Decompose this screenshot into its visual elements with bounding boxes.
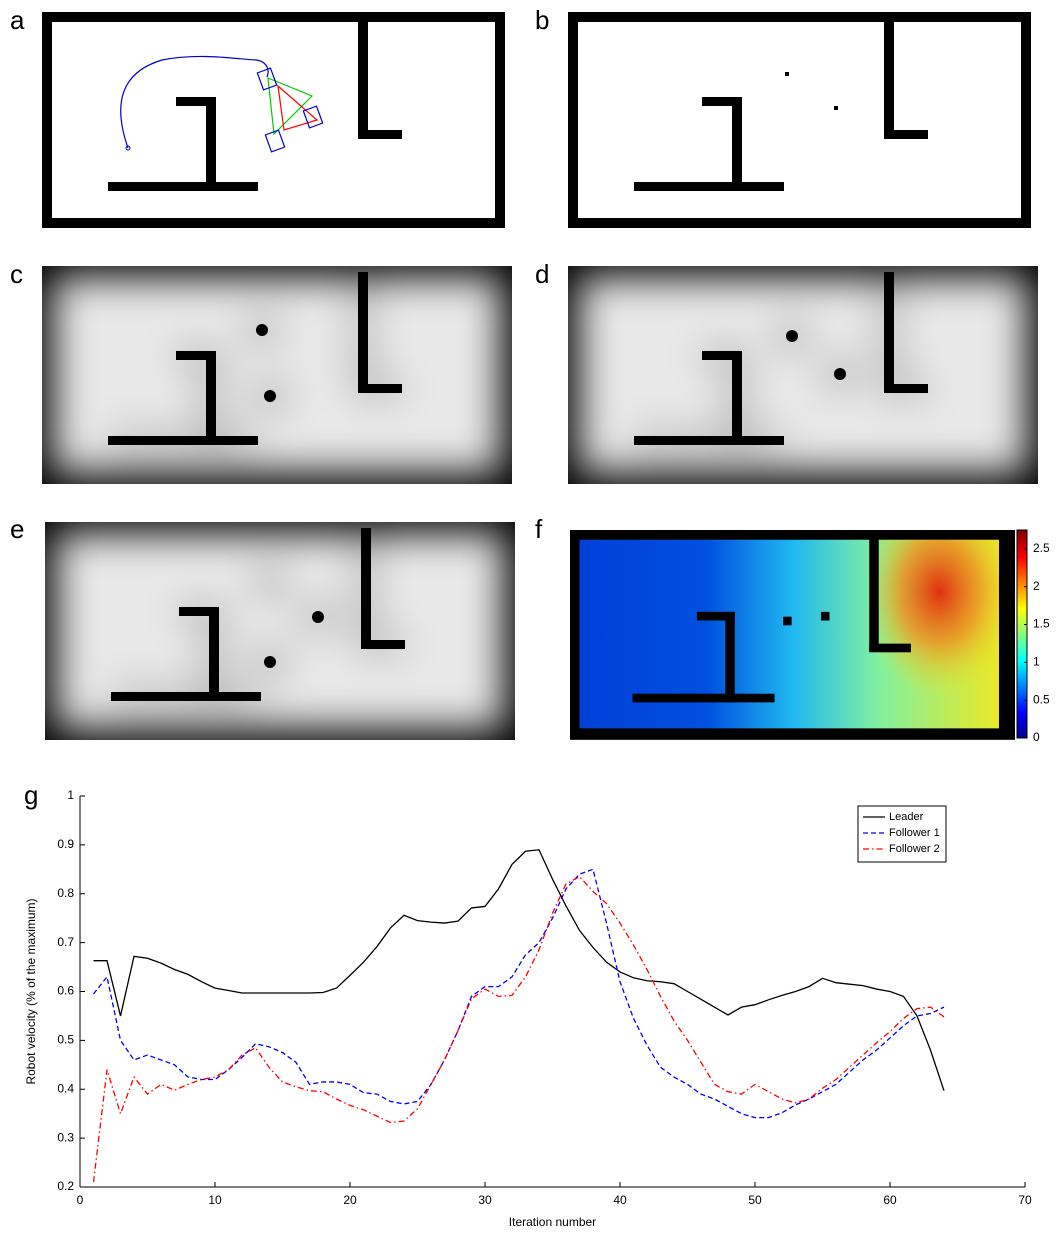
panel-label: d [535,259,549,289]
y-tick-label: 0.8 [57,886,74,900]
figure: a b c d e f 0 0.5 1 1.5 2 2.5 g 0.2 0.3 0.4 0.5 0.6 0… [0,0,1060,1235]
y-tick-label: 0.4 [57,1081,74,1095]
legend-label: Follower 1 [889,827,940,839]
x-tick-label: 20 [343,1193,357,1207]
field-c [42,266,512,484]
panel-label: e [10,514,24,544]
series-line [94,850,945,1091]
y-tick-label: 0.9 [57,837,74,851]
legend-label: Leader [889,811,924,823]
panel-label: b [535,5,549,35]
series-line [94,869,945,1117]
field-f [570,530,1015,740]
colorbar [1017,530,1027,738]
panel-label: c [10,259,23,289]
panel-label: a [10,5,25,35]
colorbar-tick-label: 2.5 [1033,541,1050,555]
y-tick-label: 0.6 [57,984,74,998]
x-tick-label: 60 [883,1193,897,1207]
colorbar-tick-label: 1.5 [1033,617,1050,631]
x-tick-label: 50 [748,1193,762,1207]
y-tick-label: 0.2 [57,1179,74,1193]
y-tick-label: 0.3 [57,1130,74,1144]
x-tick-label: 40 [613,1193,627,1207]
colorbar-tick-label: 0 [1033,730,1040,744]
colorbar-tick-label: 0.5 [1033,692,1050,706]
y-tick-label: 0.5 [57,1033,74,1047]
x-tick-label: 10 [208,1193,222,1207]
x-axis-label: Iteration number [509,1215,596,1229]
series-line [94,877,945,1182]
legend-label: Follower 2 [889,843,940,855]
y-tick-label: 1 [67,788,74,802]
panel-label: f [535,514,543,544]
panel-label: g [24,780,38,810]
field-e [45,522,515,740]
field-d [568,266,1038,484]
colorbar-tick-label: 2 [1033,579,1040,593]
x-tick-label: 30 [478,1193,492,1207]
map-a [47,17,500,223]
x-tick-label: 0 [77,1193,84,1207]
y-axis-label: Robot velocity (% of the maximum) [24,898,38,1084]
x-tick-label: 70 [1018,1193,1032,1207]
y-tick-label: 0.7 [57,935,74,949]
colorbar-tick-label: 1 [1033,655,1040,669]
map-b [573,17,1026,223]
